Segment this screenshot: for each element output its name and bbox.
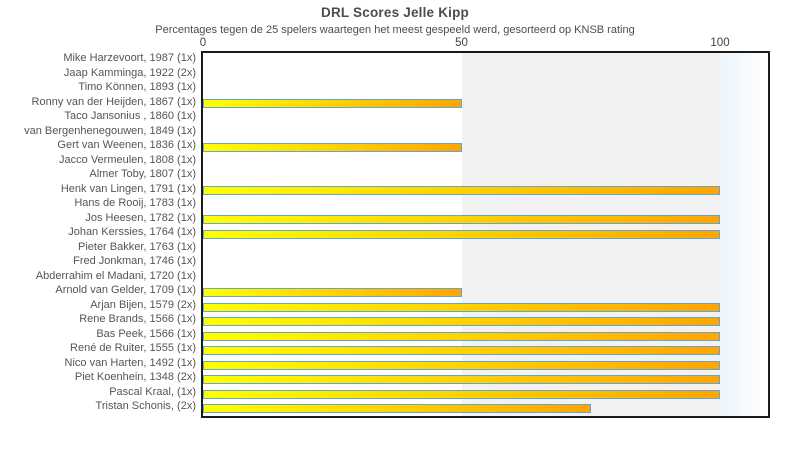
chart-title: DRL Scores Jelle Kipp xyxy=(321,5,469,20)
category-label: Piet Koenhein, 1348 (2x) xyxy=(74,371,196,384)
y-axis-labels: Mike Harzevoort, 1987 (1x) Jaap Kamminga,… xyxy=(0,51,196,418)
category-label: Almer Toby, 1807 (1x) xyxy=(89,168,196,181)
category-label: Pascal Kraal, (1x) xyxy=(109,385,196,398)
category-label: Pieter Bakker, 1763 (1x) xyxy=(77,240,196,253)
bar xyxy=(203,99,462,109)
category-label: van Bergenhenegouwen, 1849 (1x) xyxy=(24,124,196,137)
bar xyxy=(203,317,720,327)
bar xyxy=(203,346,720,356)
category-label: Hans de Rooij, 1783 (1x) xyxy=(74,197,196,210)
category-label: Timo Können, 1893 (1x) xyxy=(78,81,196,94)
category-label: Arjan Bijen, 1579 (2x) xyxy=(90,298,196,311)
category-label: Nico van Harten, 1492 (1x) xyxy=(64,356,196,369)
chart-subtitle: Percentages tegen de 25 spelers waartege… xyxy=(155,24,635,36)
band-over-100 xyxy=(720,53,768,416)
category-label: Rene Brands, 1566 (1x) xyxy=(79,313,196,326)
category-label: Jos Heesen, 1782 (1x) xyxy=(85,211,196,224)
category-label: Tristan Schonis, (2x) xyxy=(95,400,196,413)
category-label: Henk van Lingen, 1791 (1x) xyxy=(60,182,196,195)
category-label: Fred Jonkman, 1746 (1x) xyxy=(73,255,196,268)
category-label: Gert van Weenen, 1836 (1x) xyxy=(57,139,196,152)
x-tick-label: 0 xyxy=(199,37,207,49)
category-label: Jaap Kamminga, 1922 (2x) xyxy=(63,66,196,79)
x-axis-ticks: 0 50 100 xyxy=(0,37,790,50)
category-label: Taco Jansonius , 1860 (1x) xyxy=(64,110,196,123)
bar xyxy=(203,404,591,414)
bar xyxy=(203,288,462,298)
bar xyxy=(203,142,462,152)
bar xyxy=(203,360,720,370)
category-label: Mike Harzevoort, 1987 (1x) xyxy=(63,52,196,64)
category-label: René de Ruiter, 1555 (1x) xyxy=(70,342,196,355)
category-label: Arnold van Gelder, 1709 (1x) xyxy=(55,284,196,297)
bar xyxy=(203,302,720,312)
bar xyxy=(203,331,720,341)
bar xyxy=(203,186,720,196)
bar xyxy=(203,375,720,385)
category-label: Johan Kerssies, 1764 (1x) xyxy=(68,226,196,239)
x-tick-label: 50 xyxy=(455,37,468,49)
category-label: Jacco Vermeulen, 1808 (1x) xyxy=(59,153,196,166)
bar xyxy=(203,389,720,399)
category-label: Bas Peek, 1566 (1x) xyxy=(96,327,196,340)
category-label: Ronny van der Heijden, 1867 (1x) xyxy=(31,95,196,108)
bar xyxy=(203,215,720,225)
bar xyxy=(203,230,720,239)
x-tick-label: 100 xyxy=(710,37,730,49)
plot-area xyxy=(201,51,770,418)
category-label: Abderrahim el Madani, 1720 (1x) xyxy=(35,269,196,282)
